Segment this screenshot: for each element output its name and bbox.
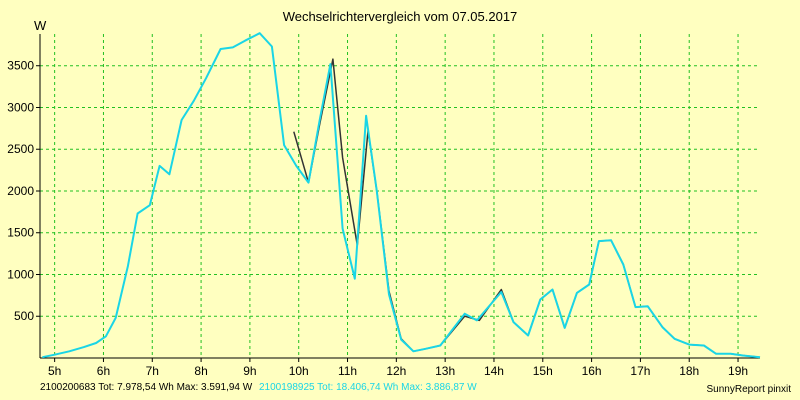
x-tick-label: 10h bbox=[289, 364, 309, 378]
x-tick-label: 16h bbox=[582, 364, 602, 378]
grid-lines bbox=[40, 34, 760, 358]
x-tick-label: 17h bbox=[630, 364, 650, 378]
y-tick-label: 500 bbox=[14, 309, 34, 323]
x-tick-label: 6h bbox=[97, 364, 110, 378]
y-tick-label: 1500 bbox=[7, 226, 34, 240]
y-tick-label: 2000 bbox=[7, 184, 34, 198]
x-tick-label: 13h bbox=[435, 364, 455, 378]
x-tick-label: 18h bbox=[679, 364, 699, 378]
footer-series1-summary: 2100200683 Tot: 7.978,54 Wh Max: 3.591,9… bbox=[40, 382, 253, 393]
series-lines bbox=[42, 32, 761, 359]
x-tick-label: 19h bbox=[728, 364, 748, 378]
tick-labels: 5h 6h 7h 8h 9h 10h 11h 12h 13h 14h 15h 16h 17h 18h 19h… bbox=[7, 59, 748, 378]
x-tick-label: 8h bbox=[194, 364, 207, 378]
chart-footer: 2100200683 Tot: 7.978,54 Wh Max: 3.591,9… bbox=[40, 382, 481, 393]
x-tick-label: 7h bbox=[146, 364, 159, 378]
chart-title: Wechselrichtervergleich vom 07.05.2017 bbox=[282, 9, 518, 24]
x-tick-label: 5h bbox=[48, 364, 61, 378]
footer-credit: SunnyReport pinxit bbox=[706, 384, 792, 395]
series-line-2 bbox=[42, 32, 761, 359]
series-line-1 bbox=[293, 58, 761, 358]
y-tick-label: 2500 bbox=[7, 142, 34, 156]
axes bbox=[36, 34, 760, 362]
x-tick-label: 9h bbox=[243, 364, 256, 378]
y-tick-label: 3500 bbox=[7, 59, 34, 73]
x-tick-label: 15h bbox=[533, 364, 553, 378]
footer-series2-summary: 2100198925 Tot: 18.406,74 Wh Max: 3.886,… bbox=[258, 382, 477, 393]
x-tick-label: 14h bbox=[484, 364, 504, 378]
y-tick-label: 1000 bbox=[7, 267, 34, 281]
y-tick-label: 3000 bbox=[7, 100, 34, 114]
x-tick-label: 12h bbox=[386, 364, 406, 378]
y-axis-unit-label: W bbox=[34, 18, 47, 33]
x-tick-label: 11h bbox=[338, 364, 357, 378]
